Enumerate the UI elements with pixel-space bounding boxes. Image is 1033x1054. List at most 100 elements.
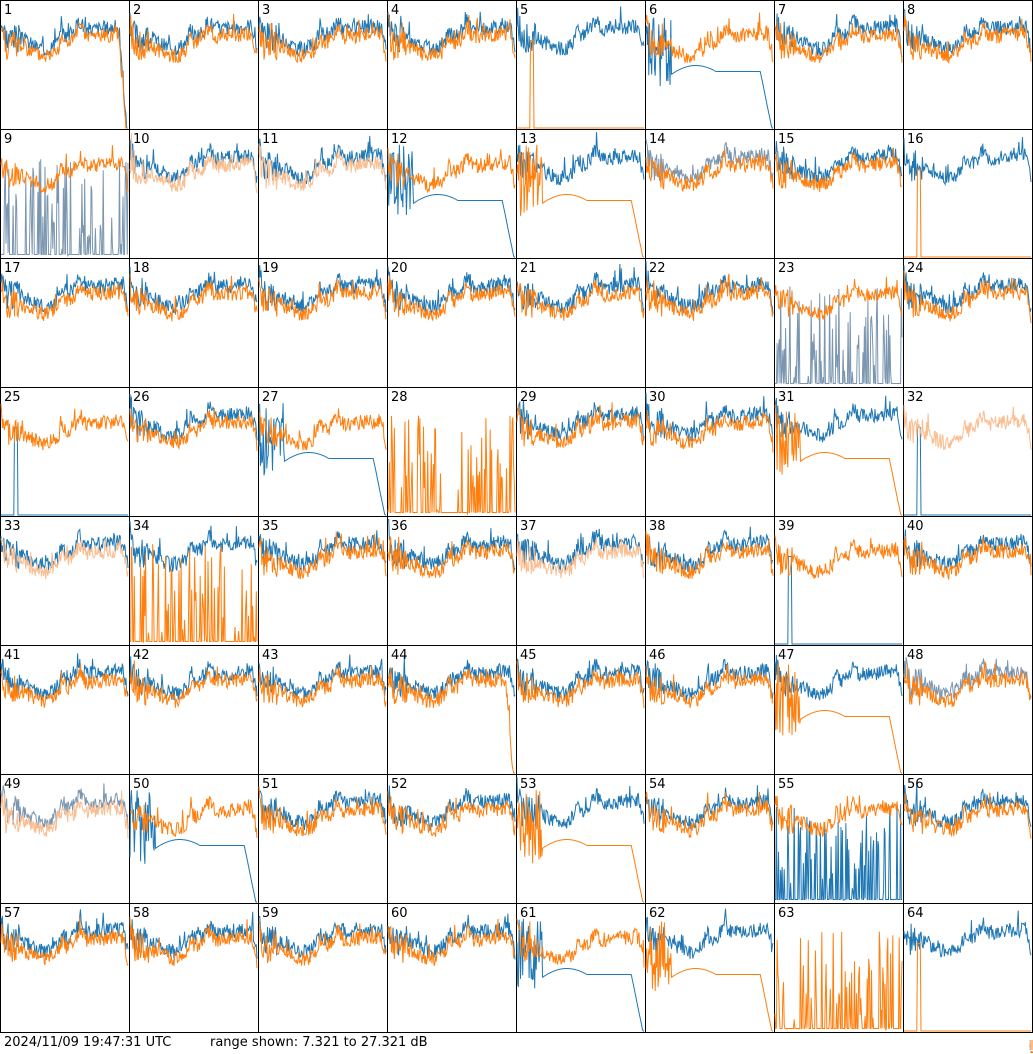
panel-frame <box>258 0 388 130</box>
series-yy <box>387 791 516 837</box>
panel-frame <box>903 387 1033 517</box>
panel-label: 11 <box>262 132 279 147</box>
series-yy <box>903 535 1032 580</box>
panel-frame <box>645 258 775 388</box>
panel-frame <box>129 645 259 775</box>
panel-3: 3 <box>258 0 388 130</box>
panel-45: 45 <box>516 645 646 775</box>
series-yy <box>258 19 387 64</box>
panel-55: 55 <box>774 774 904 904</box>
series-xx <box>903 265 1032 314</box>
series-yy <box>387 918 516 967</box>
series-yy <box>0 145 129 194</box>
panel-frame <box>774 516 904 646</box>
panel-frame <box>387 0 517 130</box>
series-xx <box>0 16 128 129</box>
series-xx <box>774 654 903 702</box>
series-yy <box>903 270 1032 324</box>
panel-frame <box>774 774 904 904</box>
panel-label: 17 <box>4 261 21 276</box>
series-yy <box>387 13 516 61</box>
timestamp: 2024/11/09 19:47:31 UTC <box>4 1035 172 1050</box>
series-xx <box>645 785 774 829</box>
panel-frame <box>774 129 904 259</box>
panel-59: 59 <box>258 903 388 1033</box>
panel-label: 25 <box>4 390 21 405</box>
panel-56: 56 <box>903 774 1033 904</box>
panel-frame <box>645 387 775 517</box>
panel-label: 48 <box>907 648 924 663</box>
panel-frame <box>258 387 388 517</box>
panel-40: 40 <box>903 516 1033 646</box>
panel-label: 33 <box>4 519 21 534</box>
series-yy <box>0 790 129 839</box>
series-yy <box>645 663 774 709</box>
panel-frame <box>129 0 259 130</box>
panel-30: 30 <box>645 387 775 517</box>
panel-label: 47 <box>778 648 795 663</box>
series-xx <box>903 8 1032 56</box>
panel-label: 62 <box>649 906 666 921</box>
series-yy <box>129 408 258 451</box>
panel-label: 60 <box>391 906 408 921</box>
panel-frame <box>645 645 775 775</box>
series-yy <box>645 148 774 193</box>
panel-47: 47 <box>774 645 904 775</box>
panel-frame <box>387 903 517 1033</box>
series-yy <box>129 796 258 838</box>
panel-label: 41 <box>4 648 21 663</box>
series-xx <box>0 273 129 314</box>
series-xx <box>903 137 1032 187</box>
panel-label: 7 <box>778 3 786 18</box>
series-yy <box>904 169 1031 258</box>
series-yy <box>516 280 645 321</box>
panel-frame <box>516 387 646 517</box>
series-xx <box>645 658 774 701</box>
panel-64: 64 <box>903 903 1033 1033</box>
panel-48: 48 <box>903 645 1033 775</box>
panel-label: 31 <box>778 390 795 405</box>
series-yy <box>645 273 774 321</box>
panel-label: 13 <box>520 132 537 147</box>
series-xx <box>516 131 645 186</box>
panel-6: 6 <box>645 0 775 130</box>
panel-frame <box>258 516 388 646</box>
panel-32: 32 <box>903 387 1033 517</box>
panel-label: 10 <box>133 132 150 147</box>
panel-15: 15 <box>774 129 904 259</box>
panel-label: 29 <box>520 390 537 405</box>
panel-50: 50 <box>129 774 259 904</box>
panel-26: 26 <box>129 387 259 517</box>
panel-frame <box>258 645 388 775</box>
series-xx <box>258 403 386 516</box>
panel-label: 6 <box>649 3 657 18</box>
panel-5: 5 <box>516 0 646 130</box>
panel-label: 56 <box>907 777 924 792</box>
panel-22: 22 <box>645 258 775 388</box>
panel-frame <box>903 774 1033 904</box>
panel-frame <box>903 0 1033 130</box>
series-xx <box>387 785 516 832</box>
footer-bar: 2024/11/09 19:47:31 UTC range shown: 7.3… <box>4 1035 1033 1054</box>
panel-frame <box>903 129 1033 259</box>
series-xx <box>129 790 257 903</box>
series-xx <box>903 910 1032 958</box>
series-yy <box>774 795 903 837</box>
panel-27: 27 <box>258 387 388 517</box>
panel-frame <box>129 129 259 259</box>
panel-label: 12 <box>391 132 408 147</box>
panel-21: 21 <box>516 258 646 388</box>
series-yy <box>258 278 387 321</box>
panel-frame <box>0 516 130 646</box>
panel-label: 45 <box>520 648 537 663</box>
panel-61: 61 <box>516 903 646 1033</box>
series-yy <box>774 931 903 1031</box>
panel-label: 24 <box>907 261 924 276</box>
panel-label: 52 <box>391 777 408 792</box>
panel-label: 43 <box>262 648 279 663</box>
panel-label: 34 <box>133 519 150 534</box>
series-yy <box>516 918 645 968</box>
panel-label: 30 <box>649 390 666 405</box>
series-xx <box>645 908 774 959</box>
panel-9: 9 <box>0 129 130 259</box>
